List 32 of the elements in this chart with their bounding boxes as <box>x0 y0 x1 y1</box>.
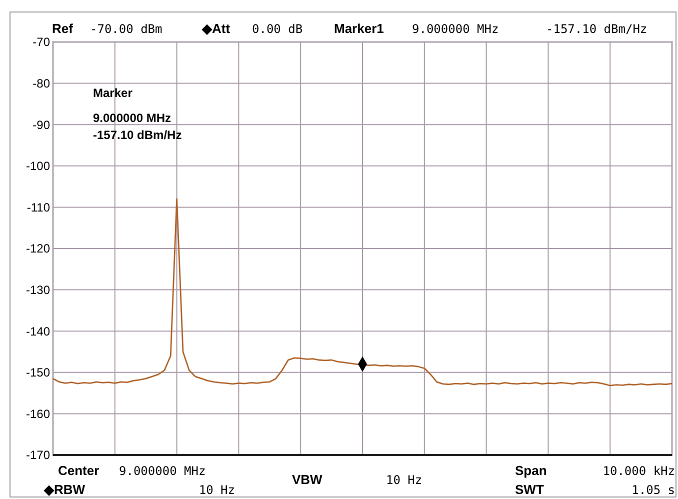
y-tick-label: -100 <box>26 159 50 174</box>
text: 9.000000 MHz <box>412 22 499 36</box>
text: 10 Hz <box>386 473 422 487</box>
annotation: 9.000000 MHz <box>93 111 172 125</box>
text: ◆RBW <box>43 482 86 497</box>
text: -157.10 dBm/Hz <box>546 22 648 36</box>
text: Center <box>58 463 100 478</box>
text: ◆Att <box>201 21 231 36</box>
annotation: -157.10 dBm/Hz <box>93 128 182 142</box>
text: Ref <box>52 21 74 36</box>
y-tick-label: -160 <box>26 406 50 421</box>
line-series <box>52 198 673 386</box>
text: Marker1 <box>334 21 384 36</box>
y-tick-label: -150 <box>26 366 50 380</box>
text: SWT <box>515 482 544 497</box>
annotation: Marker <box>93 86 133 100</box>
y-tick-label: -80 <box>32 76 50 90</box>
text: VBW <box>292 472 324 487</box>
text: 9.000000 MHz <box>119 464 206 478</box>
y-tick-label: -90 <box>32 118 50 132</box>
y-tick-label: -120 <box>26 242 50 256</box>
text: 10.000 kHz <box>602 464 675 478</box>
text: 10 Hz <box>198 483 235 497</box>
text: -70.00 dBm <box>90 22 162 36</box>
text: 0.00 dB <box>252 22 303 36</box>
y-tick-label: -140 <box>26 324 50 338</box>
text: Span <box>515 463 547 478</box>
y-tick-label: -110 <box>26 200 50 214</box>
y-tick-label: -130 <box>26 283 50 297</box>
text: 1.05 s <box>632 483 675 497</box>
y-tick-label: -70 <box>32 35 50 50</box>
y-tick-label: -170 <box>26 448 50 462</box>
